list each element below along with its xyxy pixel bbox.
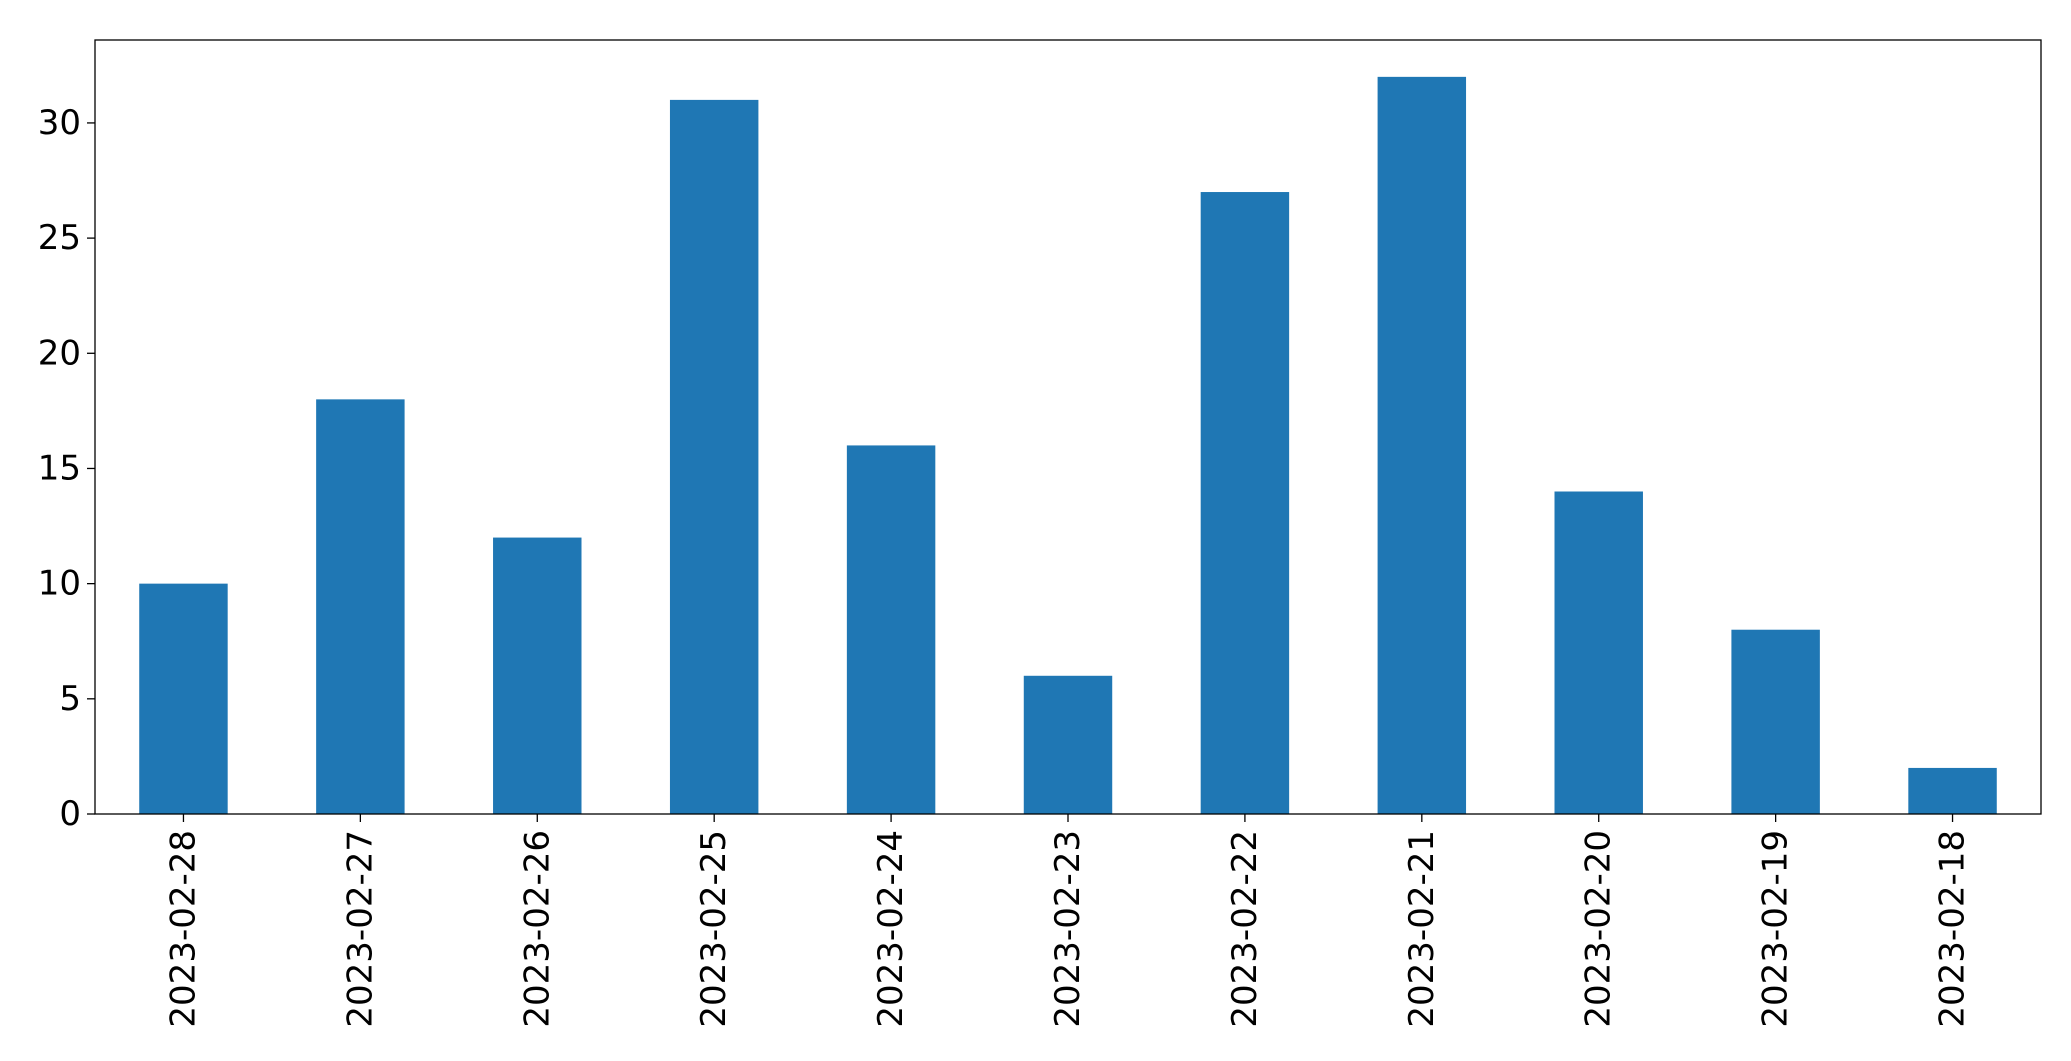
x-tick-label: 2023-02-21 bbox=[1402, 830, 1442, 1028]
bars-group bbox=[139, 76, 1997, 815]
y-tick-label: 0 bbox=[59, 794, 81, 834]
bar-2023-02-26 bbox=[493, 537, 582, 814]
x-tick-label: 2023-02-25 bbox=[694, 830, 734, 1028]
bar-2023-02-27 bbox=[316, 399, 405, 814]
bar-2023-02-19 bbox=[1731, 629, 1820, 814]
bar-2023-02-25 bbox=[669, 99, 759, 814]
x-axis: 2023-02-28 2023-02-27 2023-02-26 2023-02-25… bbox=[163, 814, 1973, 1028]
x-tick-label: 2023-02-27 bbox=[340, 830, 380, 1028]
y-tick-label: 25 bbox=[38, 218, 81, 258]
x-tick-label: 2023-02-22 bbox=[1225, 830, 1265, 1028]
x-tick-label: 2023-02-19 bbox=[1756, 830, 1796, 1028]
y-tick-label: 10 bbox=[38, 564, 81, 604]
y-tick-label: 15 bbox=[38, 448, 81, 488]
y-tick-label: 5 bbox=[59, 679, 81, 719]
x-tick-label: 2023-02-24 bbox=[871, 830, 911, 1028]
y-tick-label: 30 bbox=[38, 103, 81, 143]
x-tick-label: 2023-02-28 bbox=[163, 830, 203, 1028]
bar-2023-02-18 bbox=[1908, 767, 1997, 814]
bar-2023-02-22 bbox=[1200, 192, 1290, 815]
bar-2023-02-23 bbox=[1023, 675, 1113, 814]
x-tick-label: 2023-02-26 bbox=[517, 830, 557, 1028]
bar-2023-02-20 bbox=[1554, 491, 1643, 814]
x-tick-label: 2023-02-20 bbox=[1579, 830, 1619, 1028]
x-tick-label: 2023-02-18 bbox=[1933, 830, 1973, 1028]
bar-2023-02-24 bbox=[846, 445, 936, 814]
y-tick-label: 20 bbox=[38, 333, 81, 373]
bar-2023-02-21 bbox=[1377, 76, 1467, 815]
bar-2023-02-28 bbox=[139, 583, 228, 814]
x-tick-label: 2023-02-23 bbox=[1048, 830, 1088, 1028]
y-axis: 0 5 10 15 20 25 30 bbox=[38, 103, 95, 834]
